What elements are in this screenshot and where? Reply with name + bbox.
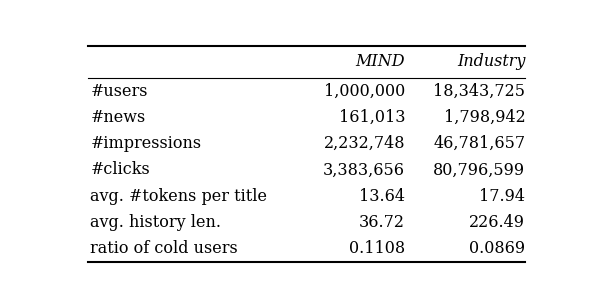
Text: 18,343,725: 18,343,725: [434, 83, 526, 100]
Text: 0.0869: 0.0869: [469, 240, 526, 257]
Text: #impressions: #impressions: [90, 135, 201, 152]
Text: 3,383,656: 3,383,656: [323, 162, 405, 178]
Text: 13.64: 13.64: [359, 188, 405, 205]
Text: MIND: MIND: [355, 53, 405, 70]
Text: 2,232,748: 2,232,748: [324, 135, 405, 152]
Text: avg. #tokens per title: avg. #tokens per title: [90, 188, 267, 205]
Text: 17.94: 17.94: [479, 188, 526, 205]
Text: Industry: Industry: [457, 53, 526, 70]
Text: #clicks: #clicks: [90, 162, 150, 178]
Text: 1,798,942: 1,798,942: [444, 109, 526, 126]
Text: 1,000,000: 1,000,000: [324, 83, 405, 100]
Text: ratio of cold users: ratio of cold users: [90, 240, 238, 257]
Text: 161,013: 161,013: [339, 109, 405, 126]
Text: 46,781,657: 46,781,657: [433, 135, 526, 152]
Text: 36.72: 36.72: [359, 214, 405, 231]
Text: #users: #users: [90, 83, 148, 100]
Text: avg. history len.: avg. history len.: [90, 214, 222, 231]
Text: 80,796,599: 80,796,599: [433, 162, 526, 178]
Text: #news: #news: [90, 109, 146, 126]
Text: 0.1108: 0.1108: [349, 240, 405, 257]
Text: 226.49: 226.49: [469, 214, 526, 231]
